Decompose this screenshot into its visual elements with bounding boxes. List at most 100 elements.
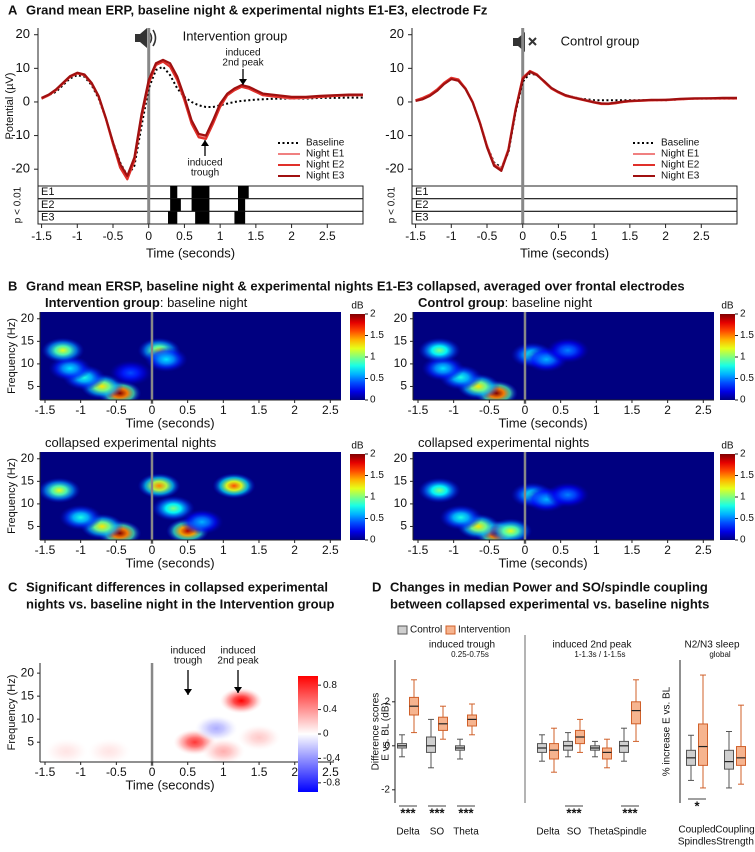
panel-title: nights vs. baseline night in the Interve… xyxy=(26,596,334,611)
x-tick-label: -0.5 xyxy=(479,543,500,557)
panel-title: Grand mean ERSP, baseline night & experi… xyxy=(26,278,685,293)
y-tick-label: 0 xyxy=(384,740,390,751)
panel-label: C xyxy=(8,579,18,594)
colorbar-tick-label: 1.5 xyxy=(740,470,754,481)
raster-row-label: E2 xyxy=(41,199,54,211)
y-tick-label: 20 xyxy=(390,26,404,41)
x-tick-label: 0 xyxy=(519,229,526,243)
y-tick-label: 10 xyxy=(394,496,408,510)
y-tick-label: -2 xyxy=(381,784,390,795)
x-tick-label: -1.5 xyxy=(35,403,56,417)
heatmap xyxy=(40,663,334,762)
box xyxy=(619,740,629,753)
colorbar-tick-label: 0.5 xyxy=(740,513,754,524)
map-title-text: : baseline night xyxy=(160,295,248,310)
y-axis-label: Frequency (Hz) xyxy=(6,318,18,394)
x-axis-label: Time (seconds) xyxy=(520,245,609,260)
panel-label: B xyxy=(8,278,17,293)
x-tick-label: 0 xyxy=(149,765,156,779)
group-title: Control group xyxy=(561,33,640,48)
y-tick-label: 5 xyxy=(27,379,34,393)
colorbar-tick-label: 0 xyxy=(323,729,329,740)
colorbar-tick-label: 0 xyxy=(740,535,746,546)
y-tick-label: -10 xyxy=(11,127,30,142)
colorbar xyxy=(720,314,735,400)
x-tick-label: -1 xyxy=(75,765,86,779)
y-axis-label: Frequency (Hz) xyxy=(6,458,18,534)
group-subtitle: 0.25-0.75s xyxy=(451,650,489,659)
y-tick-label: 0 xyxy=(23,93,30,108)
x-tick-label: 0.5 xyxy=(550,229,567,243)
y-tick-label: 15 xyxy=(21,334,35,348)
colorbar-tick-label: 2 xyxy=(370,309,376,320)
x-tick-label: 2.5 xyxy=(693,229,710,243)
erp-line xyxy=(41,58,363,177)
power-blob xyxy=(180,509,224,535)
power-blob xyxy=(59,504,103,531)
power-blob xyxy=(439,504,483,531)
x-tick-label: 1.5 xyxy=(251,403,268,417)
heatmap xyxy=(413,452,714,540)
x-tick-label: 2.5 xyxy=(322,765,339,779)
y-tick-label: 5 xyxy=(27,734,34,748)
panel-label: A xyxy=(8,2,18,17)
x-tick-label: 0 xyxy=(149,403,156,417)
panel-title: between collapsed experimental vs. basel… xyxy=(390,596,709,611)
y-tick-label: 20 xyxy=(21,451,35,465)
x-tick-label: 1 xyxy=(591,229,598,243)
colorbar-label: dB xyxy=(351,441,364,452)
x-axis-label: Time (seconds) xyxy=(125,777,214,792)
x-tick-label: -1.5 xyxy=(408,403,429,417)
raster-row-label: E3 xyxy=(415,212,428,224)
x-tick-label: -1.5 xyxy=(405,229,426,243)
y-tick-label: 15 xyxy=(21,688,35,702)
colorbar-tick-label: 1.5 xyxy=(370,470,384,481)
legend-swatch xyxy=(397,625,408,635)
legend-label: Control xyxy=(410,625,442,636)
y-axis-label: Potential (µV) xyxy=(4,73,16,140)
map-title: collapsed experimental nights xyxy=(418,435,590,450)
x-tick-label: -1 xyxy=(75,403,86,417)
y-tick-label: 5 xyxy=(400,519,407,533)
category-label: Theta xyxy=(588,827,614,838)
colorbar-tick-label: 0.5 xyxy=(740,373,754,384)
colorbar-label: dB xyxy=(721,301,734,312)
x-tick-label: -1 xyxy=(75,543,86,557)
colorbar xyxy=(298,676,318,792)
power-blob xyxy=(144,346,188,373)
map-title: collapsed experimental nights xyxy=(45,435,217,450)
significant-interval xyxy=(195,211,210,224)
y-tick-label: 10 xyxy=(21,711,35,725)
significant-interval xyxy=(238,186,249,199)
x-tick-label: 1.5 xyxy=(251,765,268,779)
significance-label: * xyxy=(694,798,700,813)
legend-swatch xyxy=(445,625,456,635)
x-tick-label: 2 xyxy=(664,543,671,557)
annotation: trough xyxy=(174,656,202,667)
x-tick-label: 1.5 xyxy=(622,229,639,243)
x-tick-label: 0.5 xyxy=(179,543,196,557)
significant-interval xyxy=(191,198,210,212)
y-tick-label: 15 xyxy=(21,474,35,488)
y-tick-label: 10 xyxy=(21,356,35,370)
arrow-head xyxy=(239,79,247,85)
y-tick-label: 5 xyxy=(27,519,34,533)
heatmap xyxy=(40,452,341,540)
erp-line xyxy=(415,70,737,172)
map-title-bold: Control group xyxy=(418,295,505,310)
group-title: induced 2nd peak xyxy=(553,640,633,651)
x-tick-label: -1.5 xyxy=(31,229,52,243)
speaker-off-icon xyxy=(513,32,537,52)
category-label: SO xyxy=(430,827,445,838)
power-blob xyxy=(87,738,131,762)
power-blob xyxy=(417,337,461,363)
x-tick-label: 0.5 xyxy=(552,543,569,557)
group-subtitle: 1-1.3s / 1-1.5s xyxy=(574,650,625,659)
map-title: Intervention group: baseline night xyxy=(45,295,248,310)
x-tick-label: 2.5 xyxy=(695,403,712,417)
x-tick-label: 2 xyxy=(662,229,669,243)
x-tick-label: -1 xyxy=(446,229,457,243)
power-blob xyxy=(109,360,152,386)
raster-y-label: p < 0.01 xyxy=(13,186,24,223)
group-title: N2/N3 sleep xyxy=(684,640,739,651)
